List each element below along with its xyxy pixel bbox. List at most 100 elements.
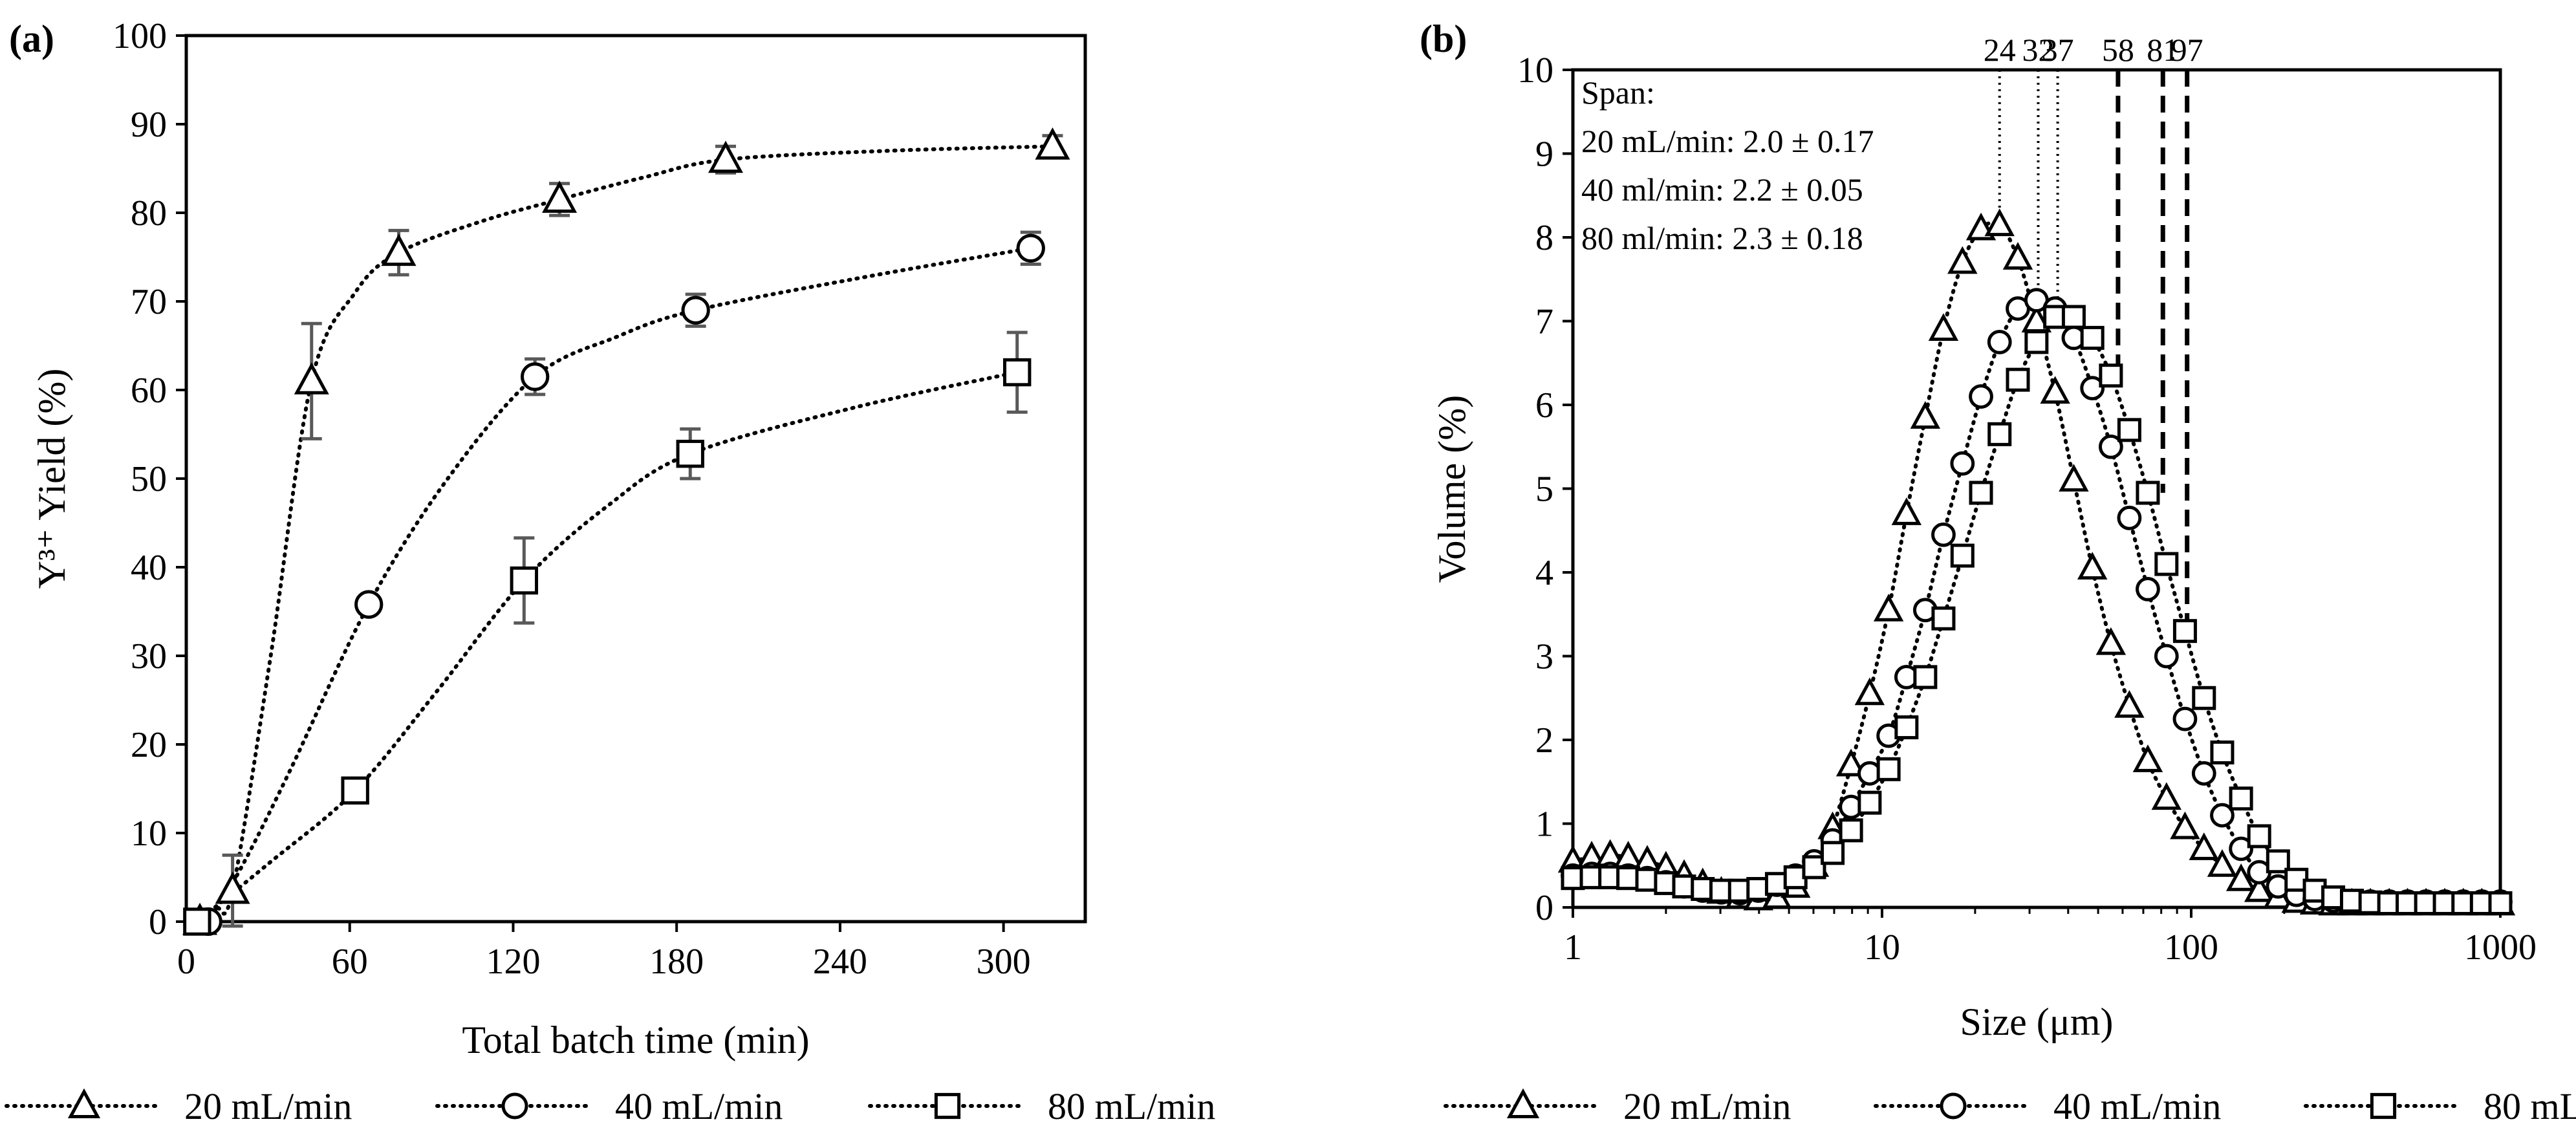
panel-a-x-axis-label: Total batch time (min) bbox=[462, 1019, 809, 1061]
b-y-tick-label: 4 bbox=[1535, 553, 1553, 593]
b-y-tick-label: 5 bbox=[1535, 470, 1553, 510]
b-point-square bbox=[2266, 849, 2290, 874]
a-x-tick-label: 0 bbox=[177, 942, 195, 982]
a-x-tick-label: 300 bbox=[977, 942, 1031, 982]
b-point-square bbox=[2488, 891, 2513, 916]
b-point-circle bbox=[1931, 522, 1956, 547]
b-reference-label-32: 32 bbox=[2022, 32, 2054, 68]
panel-b-y-axis-label: Volume (%) bbox=[1431, 395, 1473, 583]
b-y-tick-label: 6 bbox=[1535, 385, 1553, 426]
legend-a-marker-circle bbox=[501, 1092, 528, 1120]
b-point-square bbox=[2136, 481, 2160, 505]
b-point-triangle bbox=[2151, 782, 2182, 810]
b-point-triangle bbox=[2002, 242, 2033, 270]
a-point-triangle bbox=[708, 140, 744, 173]
b-point-triangle bbox=[2225, 863, 2257, 891]
a-y-tick-label: 40 bbox=[131, 548, 167, 588]
b-point-square bbox=[2117, 418, 2141, 442]
a-point-triangle bbox=[381, 233, 417, 266]
b-point-square bbox=[1969, 481, 1993, 505]
b-y-tick-label: 7 bbox=[1535, 302, 1553, 342]
b-point-circle bbox=[2098, 434, 2123, 459]
span-title: Span: bbox=[1581, 74, 1655, 111]
b-point-square bbox=[1616, 866, 1641, 891]
a-trend-line-circle bbox=[206, 246, 1033, 924]
b-point-triangle bbox=[2244, 874, 2275, 902]
b-point-triangle bbox=[1873, 594, 1904, 622]
b-point-circle bbox=[1987, 329, 2012, 354]
panel-a-label: (a) bbox=[9, 17, 54, 60]
legend-b: 20 mL/min 40 mL/min 80 mL/min bbox=[1444, 1085, 2576, 1127]
b-reference-label-81: 81 bbox=[2147, 32, 2179, 68]
b-point-triangle bbox=[2095, 627, 2127, 655]
b-point-circle bbox=[2080, 376, 2105, 400]
b-point-square bbox=[2006, 367, 2030, 392]
a-point-square bbox=[183, 907, 211, 936]
b-trend-line-circle bbox=[1571, 298, 2502, 904]
b-point-triangle bbox=[1910, 401, 1941, 429]
panel-a-y-axis-label: Y³⁺ Yield (%) bbox=[30, 369, 73, 589]
a-y-tick-label: 100 bbox=[113, 16, 167, 56]
a-y-tick-label: 60 bbox=[131, 371, 167, 411]
a-point-triangle bbox=[542, 180, 578, 213]
b-point-triangle bbox=[1947, 246, 1978, 274]
legend-a-label: 20 mL/min bbox=[184, 1085, 352, 1127]
b-point-circle bbox=[2229, 836, 2254, 861]
b-point-circle bbox=[2210, 803, 2235, 828]
b-point-circle bbox=[1950, 451, 1975, 476]
b-point-triangle bbox=[1891, 497, 1922, 525]
legend-b-marker-triangle bbox=[1506, 1088, 1540, 1118]
b-x-tick-label: 10 bbox=[1864, 927, 1900, 968]
b-y-tick-label: 8 bbox=[1535, 218, 1553, 258]
b-point-square bbox=[2099, 363, 2123, 388]
b-point-square bbox=[2154, 552, 2179, 576]
a-y-tick-label: 50 bbox=[131, 459, 167, 499]
b-point-square bbox=[2192, 686, 2216, 710]
b-point-triangle bbox=[2170, 811, 2200, 839]
b-y-tick-label: 1 bbox=[1535, 805, 1553, 845]
b-x-tick-label: 100 bbox=[2164, 927, 2218, 968]
panel-a: (a) Total batch time (min) Y³⁺ Yield (%)… bbox=[9, 16, 1087, 1061]
b-y-tick-label: 3 bbox=[1535, 637, 1553, 677]
b-point-triangle bbox=[2207, 849, 2238, 877]
b-point-circle bbox=[2117, 505, 2142, 530]
b-point-square bbox=[2247, 824, 2271, 849]
panel-a-plot-frame bbox=[184, 34, 1087, 924]
a-y-tick-label: 80 bbox=[131, 193, 167, 233]
a-y-tick-label: 10 bbox=[131, 814, 167, 854]
legend-b-label: 40 mL/min bbox=[2053, 1085, 2221, 1127]
a-y-tick-label: 90 bbox=[131, 105, 167, 145]
a-point-square bbox=[510, 566, 539, 595]
b-y-tick-label: 10 bbox=[1517, 50, 1553, 91]
legend-a-marker-triangle bbox=[67, 1088, 101, 1118]
legend-b-marker-circle bbox=[1940, 1092, 1967, 1120]
b-point-square bbox=[1821, 841, 1845, 865]
b-point-triangle bbox=[1928, 313, 1959, 341]
panel-b: (b) Size (μm) Volume (%) Span: 20 mL/min… bbox=[1420, 17, 2537, 1043]
b-point-circle bbox=[2154, 644, 2179, 669]
a-trend-line-triangle bbox=[198, 144, 1055, 924]
b-point-square bbox=[1913, 665, 1938, 689]
a-x-tick-label: 120 bbox=[486, 942, 540, 982]
panel-b-x-axis-label: Size (μm) bbox=[1960, 1001, 2113, 1043]
b-reference-label-37: 37 bbox=[2042, 32, 2074, 68]
b-point-triangle bbox=[1854, 677, 1885, 706]
b-x-tick-label: 1 bbox=[1564, 927, 1582, 968]
legend-a-label: 80 mL/min bbox=[1048, 1085, 1215, 1127]
span-annotation-40: 40 ml/min: 2.2 ± 0.05 bbox=[1581, 171, 1863, 208]
legend-a: 20 mL/min 40 mL/min 80 mL/min bbox=[5, 1085, 1215, 1127]
span-annotation-80: 80 ml/min: 2.3 ± 0.18 bbox=[1581, 220, 1863, 256]
b-y-tick-label: 0 bbox=[1535, 888, 1553, 928]
legend-b-label: 80 mL/min bbox=[2484, 1085, 2576, 1127]
a-y-tick-label: 30 bbox=[131, 636, 167, 677]
legend-a-marker-square bbox=[934, 1092, 961, 1120]
legend-b-label: 20 mL/min bbox=[1623, 1085, 1791, 1127]
b-y-tick-label: 9 bbox=[1535, 135, 1553, 175]
b-point-square bbox=[2061, 305, 2086, 329]
legend-b-marker-square bbox=[2370, 1092, 2397, 1120]
b-point-triangle bbox=[2189, 832, 2219, 860]
b-point-triangle bbox=[2077, 552, 2108, 580]
b-reference-label-58: 58 bbox=[2102, 32, 2134, 68]
a-point-square bbox=[1002, 358, 1032, 387]
